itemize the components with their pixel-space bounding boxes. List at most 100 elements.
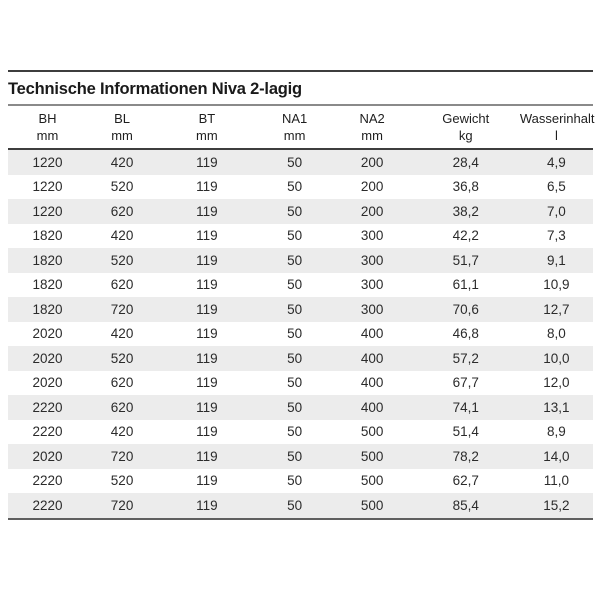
col-unit: l — [554, 127, 558, 143]
table-cell: 500 — [360, 473, 384, 489]
table-cell: 42,2 — [452, 228, 479, 244]
table-row: 1820 420 119 50 300 42,2 7,3 — [8, 224, 593, 249]
table-cell: 720 — [110, 497, 134, 513]
table-cell: 50 — [287, 424, 303, 440]
table-cell: 50 — [287, 277, 303, 293]
table-cell: 119 — [196, 154, 218, 170]
table-cell: 50 — [287, 228, 303, 244]
table-cell: 200 — [360, 154, 384, 170]
table-cell: 520 — [110, 350, 134, 366]
table-cell: 85,4 — [452, 497, 479, 513]
table-cell: 119 — [196, 179, 218, 195]
table-cell: 1220 — [32, 203, 63, 219]
table-cell: 200 — [360, 179, 384, 195]
table-cell: 1820 — [32, 252, 63, 268]
col-unit: mm — [196, 127, 218, 143]
table-cell: 2020 — [32, 350, 63, 366]
spec-section: Technische Informationen Niva 2-lagig BH… — [8, 70, 594, 520]
table-cell: 74,1 — [452, 399, 479, 415]
table-cell: 720 — [110, 448, 134, 464]
col-unit: mm — [111, 127, 133, 143]
table-row: 1220 520 119 50 200 36,8 6,5 — [8, 175, 593, 200]
table-cell: 10,9 — [543, 277, 570, 293]
table-header: BH mm BL mm BT mm NA1 mm — [8, 106, 594, 150]
table-row: 1820 720 119 50 300 70,6 12,7 — [8, 297, 593, 322]
table-cell: 2020 — [32, 448, 63, 464]
table-row: 2020 420 119 50 400 46,8 8,0 — [8, 322, 593, 347]
col-header-bh: BH mm — [8, 106, 87, 150]
table-cell: 61,1 — [452, 277, 479, 293]
table-cell: 13,1 — [543, 399, 570, 415]
col-label: NA1 — [281, 111, 308, 126]
table-cell: 50 — [287, 375, 303, 391]
col-unit: kg — [458, 127, 473, 143]
table-cell: 520 — [110, 252, 134, 268]
col-header-na2: NA2 mm — [332, 106, 412, 150]
table-cell: 119 — [196, 326, 218, 342]
table-cell: 620 — [110, 277, 134, 293]
col-unit: mm — [36, 127, 59, 143]
table-cell: 300 — [360, 277, 384, 293]
table-cell: 2220 — [32, 473, 63, 489]
table-row: 1820 620 119 50 300 61,1 10,9 — [8, 273, 593, 298]
col-unit: mm — [361, 127, 383, 143]
table-cell: 500 — [360, 497, 384, 513]
col-unit: mm — [283, 127, 306, 143]
table-cell: 46,8 — [452, 326, 479, 342]
table-cell: 420 — [110, 326, 134, 342]
table-cell: 500 — [360, 448, 384, 464]
col-header-na1: NA1 mm — [256, 106, 333, 150]
table-cell: 119 — [196, 375, 218, 391]
table-cell: 15,2 — [543, 497, 570, 513]
table-cell: 2220 — [32, 424, 63, 440]
table-cell: 1220 — [32, 154, 63, 170]
table-cell: 2020 — [32, 375, 63, 391]
table-cell: 119 — [196, 497, 218, 513]
table-cell: 300 — [360, 228, 384, 244]
table-cell: 620 — [110, 375, 134, 391]
table-cell: 7,0 — [547, 203, 566, 219]
table-cell: 400 — [360, 375, 384, 391]
col-header-bt: BT mm — [157, 106, 257, 150]
table-cell: 4,9 — [547, 154, 566, 170]
table-cell: 420 — [110, 228, 134, 244]
spec-table: BH mm BL mm BT mm NA1 mm — [8, 106, 594, 520]
table-cell: 38,2 — [452, 203, 479, 219]
table-cell: 2220 — [32, 399, 63, 415]
table-cell: 300 — [360, 252, 384, 268]
table-cell: 28,4 — [452, 154, 479, 170]
col-header-gewicht: Gewicht kg — [411, 106, 520, 150]
table-row: 2020 720 119 50 500 78,2 14,0 — [8, 444, 593, 469]
table-cell: 62,7 — [452, 473, 479, 489]
table-row: 2020 520 119 50 400 57,2 10,0 — [8, 346, 593, 371]
table-cell: 7,3 — [547, 228, 566, 244]
table-cell: 1820 — [32, 301, 63, 317]
table-row: 1220 620 119 50 200 38,2 7,0 — [8, 199, 593, 224]
table-cell: 119 — [196, 252, 218, 268]
table-cell: 70,6 — [452, 301, 479, 317]
table-cell: 14,0 — [543, 448, 570, 464]
table-cell: 50 — [287, 448, 303, 464]
table-cell: 57,2 — [452, 350, 479, 366]
table-cell: 8,9 — [547, 424, 566, 440]
table-cell: 119 — [196, 399, 218, 415]
table-cell: 620 — [110, 203, 134, 219]
col-label: BH — [38, 111, 57, 126]
col-label: BL — [114, 111, 131, 126]
table-cell: 12,7 — [543, 301, 570, 317]
table-cell: 119 — [196, 301, 218, 317]
table-cell: 78,2 — [452, 448, 479, 464]
table-cell: 50 — [287, 473, 303, 489]
table-cell: 119 — [196, 277, 218, 293]
table-cell: 51,4 — [452, 424, 479, 440]
table-cell: 50 — [287, 326, 303, 342]
table-row: 2220 420 119 50 500 51,4 8,9 — [8, 420, 593, 445]
header-row: BH mm BL mm BT mm NA1 mm — [8, 106, 594, 150]
table-cell: 67,7 — [452, 375, 479, 391]
table-cell: 500 — [360, 424, 384, 440]
table-cell: 119 — [196, 228, 218, 244]
table-cell: 51,7 — [452, 252, 479, 268]
table-cell: 520 — [110, 473, 134, 489]
table-cell: 50 — [287, 179, 303, 195]
